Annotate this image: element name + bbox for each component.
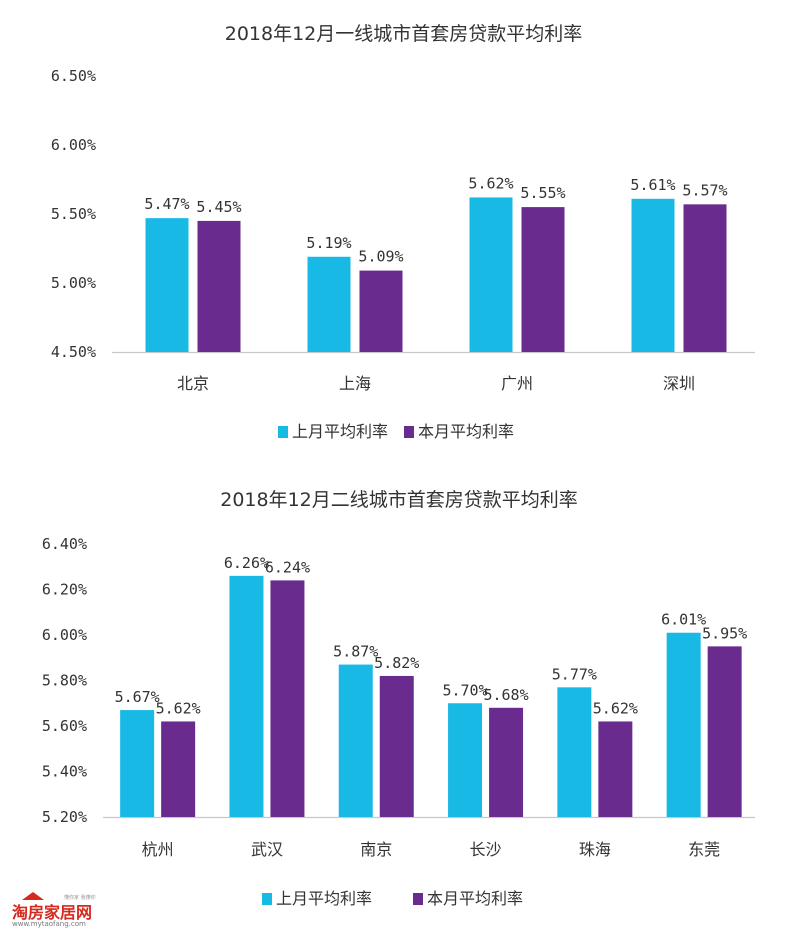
data-label: 5.77% xyxy=(552,665,597,683)
y-tick-label: 5.80% xyxy=(42,672,87,690)
x-tick-label: 珠海 xyxy=(579,840,611,859)
x-tick-label: 杭州 xyxy=(142,840,174,859)
bar-last-month xyxy=(631,198,675,352)
bar-this-month xyxy=(161,721,196,817)
data-label: 5.47% xyxy=(144,195,189,213)
x-tick-label: 东莞 xyxy=(688,840,720,859)
y-tick-label: 6.40% xyxy=(42,535,87,553)
bar-last-month xyxy=(557,687,592,817)
x-tick-label: 长沙 xyxy=(470,840,502,859)
watermark-url: www.mytaofang.com xyxy=(12,920,86,928)
chart-2: 2018年12月二线城市首套房贷款平均利率 5.20% 5.40% 5.60% 5.80… xyxy=(42,489,755,908)
data-label: 5.82% xyxy=(374,654,419,672)
y-tick-label: 5.60% xyxy=(42,717,87,735)
data-label: 6.26% xyxy=(224,554,269,572)
bar-this-month xyxy=(521,207,565,352)
bar-this-month xyxy=(270,580,305,817)
y-tick-label: 5.50% xyxy=(51,205,96,223)
legend-entry: 本月平均利率 xyxy=(418,422,514,441)
data-label: 5.09% xyxy=(358,248,403,266)
bar-last-month xyxy=(229,575,264,817)
legend-entry: 本月平均利率 xyxy=(427,889,523,908)
house-roof-icon xyxy=(22,892,44,900)
data-label: 5.95% xyxy=(702,624,747,642)
bar-this-month xyxy=(359,270,403,352)
y-tick-label: 6.00% xyxy=(51,136,96,154)
watermark-logo: 淘房家居网 xyxy=(12,903,93,922)
data-label: 5.62% xyxy=(156,699,201,717)
data-label: 5.61% xyxy=(630,176,675,194)
x-tick-label: 南京 xyxy=(360,840,392,859)
x-tick-label: 上海 xyxy=(339,374,371,393)
x-tick-label: 武汉 xyxy=(251,840,283,859)
data-label: 5.68% xyxy=(483,686,528,704)
data-label: 6.01% xyxy=(661,611,706,629)
legend-swatch xyxy=(262,893,272,905)
y-tick-label: 5.00% xyxy=(51,274,96,292)
bar-this-month xyxy=(683,204,727,352)
legend-swatch xyxy=(404,426,414,438)
y-tick-label: 6.00% xyxy=(42,626,87,644)
bar-last-month xyxy=(120,710,155,817)
legend-swatch xyxy=(413,893,423,905)
bar-this-month xyxy=(598,721,633,817)
chart-title: 2018年12月一线城市首套房贷款平均利率 xyxy=(225,23,583,45)
bar-last-month xyxy=(666,632,701,817)
bar-this-month xyxy=(197,220,241,352)
y-tick-label: 5.40% xyxy=(42,763,87,781)
chart-title: 2018年12月二线城市首套房贷款平均利率 xyxy=(220,489,578,511)
data-label: 6.24% xyxy=(265,558,310,576)
bar-last-month xyxy=(145,218,189,352)
x-tick-label: 北京 xyxy=(177,374,209,393)
data-label: 5.67% xyxy=(115,688,160,706)
data-label: 5.62% xyxy=(468,174,513,192)
x-tick-label: 广州 xyxy=(501,374,533,393)
legend-entry: 上月平均利率 xyxy=(292,422,388,441)
bar-last-month xyxy=(307,256,351,352)
data-label: 5.70% xyxy=(442,681,487,699)
x-tick-label: 深圳 xyxy=(663,374,695,393)
bar-this-month xyxy=(707,646,742,817)
data-label: 5.55% xyxy=(520,184,565,202)
legend-entry: 上月平均利率 xyxy=(276,889,372,908)
bar-last-month xyxy=(338,664,373,817)
chart-1: 2018年12月一线城市首套房贷款平均利率 4.50% 5.00% 5.50% 6.00… xyxy=(51,23,755,441)
y-tick-label: 6.50% xyxy=(51,67,96,85)
watermark: 淘房家居网 懂你家 我懂你 www.mytaofang.com xyxy=(8,892,118,933)
y-tick-label: 4.50% xyxy=(51,343,96,361)
y-tick-label: 5.20% xyxy=(42,808,87,826)
legend-swatch xyxy=(278,426,288,438)
data-label: 5.62% xyxy=(593,699,638,717)
data-label: 5.57% xyxy=(682,181,727,199)
data-label: 5.87% xyxy=(333,643,378,661)
data-label: 5.45% xyxy=(196,198,241,216)
bar-last-month xyxy=(448,703,483,817)
bar-last-month xyxy=(469,197,513,352)
bar-this-month xyxy=(489,707,524,817)
bar-this-month xyxy=(379,675,414,817)
data-label: 5.19% xyxy=(306,234,351,252)
y-tick-label: 6.20% xyxy=(42,581,87,599)
watermark-tagline: 懂你家 我懂你 xyxy=(64,895,96,901)
